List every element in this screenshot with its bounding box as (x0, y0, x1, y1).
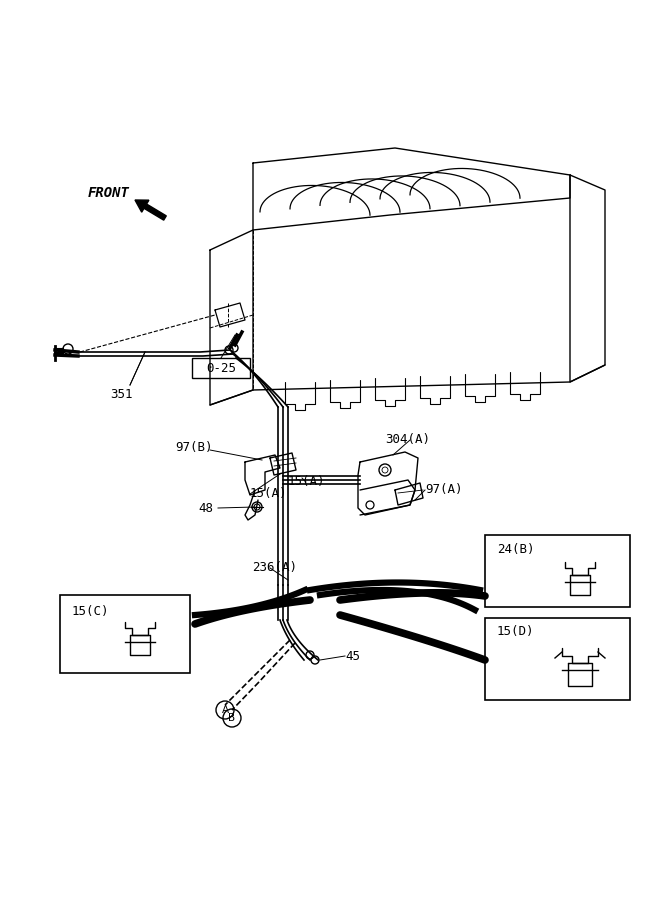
Text: 236(A): 236(A) (252, 562, 297, 574)
Text: 48: 48 (198, 501, 213, 515)
Text: 15(D): 15(D) (497, 626, 534, 638)
Text: 15(C): 15(C) (72, 606, 109, 618)
Text: 45: 45 (345, 650, 360, 662)
Text: 351: 351 (110, 389, 133, 401)
Text: 15(A): 15(A) (250, 488, 287, 500)
Text: 15(A): 15(A) (288, 475, 325, 489)
Text: 24(B): 24(B) (497, 544, 534, 556)
Text: A: A (221, 705, 229, 715)
Text: 97(A): 97(A) (425, 483, 462, 497)
Text: B: B (228, 713, 235, 723)
Bar (485, 618, 630, 700)
Bar (60, 595, 190, 673)
Text: FRONT: FRONT (88, 186, 130, 200)
Text: 0-25: 0-25 (206, 362, 236, 374)
Bar (485, 535, 630, 607)
Text: 304(A): 304(A) (385, 434, 430, 446)
Text: 97(B): 97(B) (175, 442, 213, 454)
Bar (192, 358, 250, 378)
FancyArrow shape (135, 200, 166, 220)
